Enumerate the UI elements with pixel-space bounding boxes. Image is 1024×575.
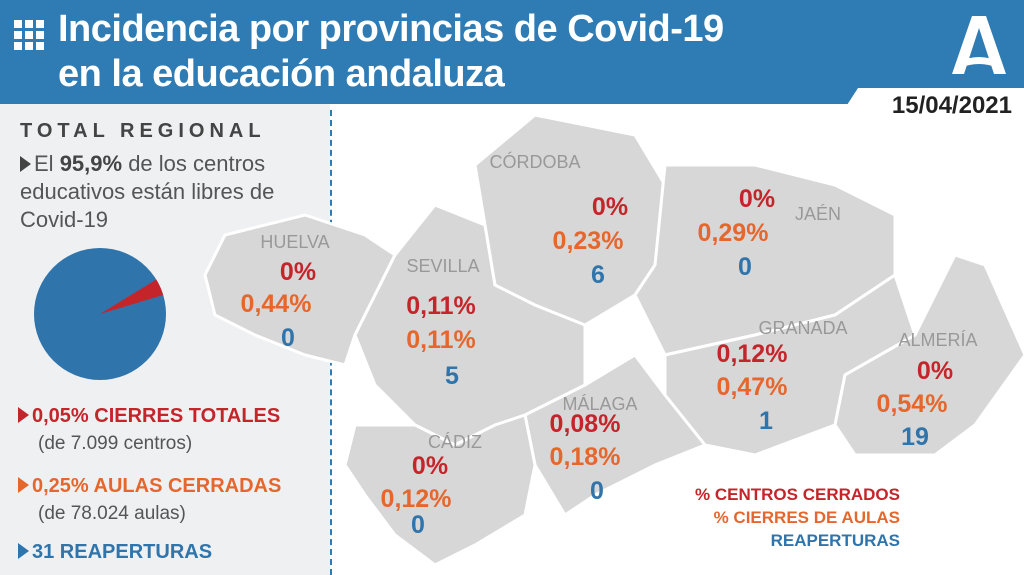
header-banner: Incidencia por provincias de Covid-19 en… xyxy=(0,0,1024,104)
stat-reopenings: 31 REAPERTURAS xyxy=(18,541,212,564)
province-classrooms-value: 0,47% xyxy=(716,373,788,401)
province-reopened-value: 6 xyxy=(591,261,605,289)
province-malaga xyxy=(523,353,708,518)
province-huelva xyxy=(203,213,397,367)
province-reopened-value: 0 xyxy=(281,324,295,352)
province-label: MÁLAGA xyxy=(562,394,638,414)
pie-slice-affected xyxy=(100,279,164,314)
province-classrooms-value: 0,18% xyxy=(549,443,621,471)
province-closed-value: 0% xyxy=(279,258,317,286)
province-closed-value: 0,12% xyxy=(716,340,788,368)
province-reopened-value: 19 xyxy=(901,423,929,451)
province-reopened-value: 5 xyxy=(445,362,459,390)
province-closed-value: 0% xyxy=(916,357,954,385)
province-label: ALMERÍA xyxy=(898,330,978,350)
stat-closures-note: (de 7.099 centros) xyxy=(38,433,193,454)
province-closed-value: 0% xyxy=(738,185,776,213)
province-reopened-value: 0 xyxy=(738,253,752,281)
province-label: JAÉN xyxy=(794,204,842,224)
legend-reopened: REAPERTURAS xyxy=(770,531,900,550)
province-closed-value: 0,11% xyxy=(406,292,476,320)
province-cadiz xyxy=(343,413,537,567)
province-classrooms-value: 0,11% xyxy=(406,326,476,354)
province-label: GRANADA xyxy=(758,318,848,338)
province-label: SEVILLA xyxy=(406,256,480,276)
summary-text: El 95,9% de los centros educativos están… xyxy=(20,151,275,232)
province-reopened-value: 0 xyxy=(411,511,425,539)
andalusia-map xyxy=(203,113,1024,567)
province-classrooms-value: 0,44% xyxy=(240,290,312,318)
grid-icon xyxy=(14,20,44,50)
legend-classrooms: % CIERRES DE AULAS xyxy=(713,508,900,527)
province-label: CÁDIZ xyxy=(428,432,482,452)
title-line-2: en la educación andaluza xyxy=(58,53,505,95)
date-tab: 15/04/2021 xyxy=(836,88,1024,122)
stat-closures: 0,05% CIERRES TOTALES xyxy=(18,405,280,428)
province-closed-value: 0,08% xyxy=(549,410,621,438)
province-label: CÓRDOBA xyxy=(489,152,581,172)
legend-closed: % CENTROS CERRADOS xyxy=(695,485,900,504)
summary-heading: TOTAL REGIONAL xyxy=(20,120,266,142)
pie-chart xyxy=(34,248,166,380)
province-classrooms-value: 0,29% xyxy=(697,219,769,247)
date-label: 15/04/2021 xyxy=(891,92,1012,119)
stat-classrooms: 0,25% AULAS CERRADAS xyxy=(18,475,281,498)
province-reopened-value: 1 xyxy=(759,407,773,435)
province-classrooms-value: 0,54% xyxy=(876,390,948,418)
province-closed-value: 0% xyxy=(591,193,629,221)
province-reopened-value: 0 xyxy=(590,477,604,505)
stat-classrooms-note: (de 78.024 aulas) xyxy=(38,503,186,524)
province-classrooms-value: 0,23% xyxy=(552,227,624,255)
province-almeria xyxy=(833,253,1024,457)
province-label: HUELVA xyxy=(260,232,330,252)
province-closed-value: 0% xyxy=(411,452,449,480)
title-line-1: Incidencia por provincias de Covid-19 xyxy=(58,8,724,50)
province-classrooms-value: 0,12% xyxy=(380,485,452,513)
triangle-icon xyxy=(20,156,31,172)
junta-andalucia-logo xyxy=(952,16,1006,74)
